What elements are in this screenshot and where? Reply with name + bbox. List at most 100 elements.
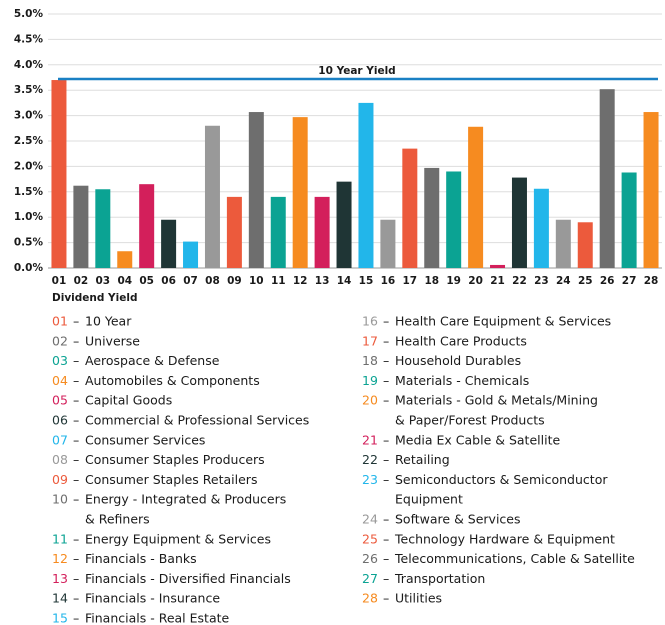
legend-separator: – [383, 432, 389, 447]
legend-separator: – [73, 492, 79, 507]
legend-code: 19 [362, 373, 378, 388]
x-tick-label: 24 [556, 275, 571, 287]
legend-code: 17 [362, 333, 378, 348]
bar [511, 177, 527, 268]
legend-code: 06 [52, 413, 68, 428]
legend-code: 27 [362, 571, 378, 586]
y-tick-label: 1.0% [14, 211, 44, 223]
legend-code: 05 [52, 393, 68, 408]
reference-line-label: 10 Year Yield [318, 65, 395, 77]
legend-code: 22 [362, 452, 378, 467]
bar [73, 185, 89, 268]
x-tick-label: 13 [315, 275, 330, 287]
x-tick-label: 08 [205, 275, 220, 287]
legend-code: 04 [52, 373, 68, 388]
legend-code: 13 [52, 571, 68, 586]
legend-label: Consumer Staples Retailers [85, 472, 257, 487]
bar [117, 251, 133, 268]
x-tick-label: 15 [359, 275, 374, 287]
bar [577, 222, 593, 268]
legend-separator: – [383, 393, 389, 408]
x-tick-label: 21 [490, 275, 505, 287]
x-tick-label: 10 [249, 275, 264, 287]
x-tick-label: 19 [446, 275, 461, 287]
legend-label: Technology Hardware & Equipment [394, 531, 615, 546]
legend-code: 15 [52, 611, 68, 625]
legend-separator: – [383, 551, 389, 566]
y-tick-label: 5.0% [14, 8, 44, 20]
y-tick-label: 3.5% [14, 84, 44, 96]
bar [95, 189, 111, 268]
bar [248, 112, 264, 268]
bar [270, 196, 286, 268]
legend-separator: – [73, 314, 79, 329]
legend-separator: – [383, 591, 389, 606]
legend-label: & Paper/Forest Products [395, 413, 545, 428]
legend-label: Consumer Services [85, 432, 205, 447]
x-tick-label: 12 [293, 275, 308, 287]
legend-code: 14 [52, 591, 68, 606]
legend-separator: – [383, 452, 389, 467]
legend-separator: – [383, 472, 389, 487]
bar [161, 219, 177, 268]
legend-separator: – [73, 472, 79, 487]
bar [139, 184, 155, 268]
legend-label: Transportation [394, 571, 485, 586]
legend-label: Capital Goods [85, 393, 172, 408]
y-tick-label: 3.0% [14, 110, 44, 122]
legend-code: 02 [52, 333, 68, 348]
x-tick-label: 03 [96, 275, 111, 287]
x-tick-label: 05 [139, 275, 154, 287]
legend-separator: – [73, 571, 79, 586]
bar [402, 148, 418, 268]
legend-label: Financials - Diversified Financials [85, 571, 291, 586]
bar [643, 112, 659, 268]
y-tick-label: 0.0% [14, 262, 44, 274]
legend-separator: – [73, 551, 79, 566]
y-tick-label: 2.5% [14, 135, 44, 147]
bar [380, 219, 396, 268]
legend-separator: – [73, 611, 79, 625]
legend-code: 03 [52, 353, 68, 368]
legend-label: Media Ex Cable & Satellite [395, 432, 560, 447]
bar [424, 167, 440, 268]
legend-label: Consumer Staples Producers [85, 452, 265, 467]
legend-separator: – [383, 333, 389, 348]
bar [226, 196, 242, 268]
x-tick-label: 04 [117, 275, 132, 287]
legend-separator: – [73, 413, 79, 428]
y-tick-label: 4.5% [14, 33, 44, 45]
legend-separator: – [73, 393, 79, 408]
bar [292, 117, 308, 269]
legend-label: Financials - Banks [85, 551, 197, 566]
bar [358, 102, 374, 269]
legend-code: 26 [362, 551, 378, 566]
legend-label: Materials - Gold & Metals/Mining [395, 393, 598, 408]
x-tick-label: 20 [468, 275, 483, 287]
legend-label: Health Care Equipment & Services [395, 314, 611, 329]
x-tick-label: 14 [337, 275, 352, 287]
bar [621, 172, 637, 268]
x-tick-label: 25 [578, 275, 593, 287]
legend-separator: – [73, 452, 79, 467]
bar [599, 89, 615, 269]
legend-label: 10 Year [85, 314, 132, 329]
legend-code: 11 [52, 531, 68, 546]
legend-code: 24 [362, 512, 378, 527]
x-tick-label: 09 [227, 275, 242, 287]
x-tick-label: 23 [534, 275, 549, 287]
x-tick-label: 27 [622, 275, 637, 287]
y-tick-label: 0.5% [14, 237, 44, 249]
x-tick-label: 18 [424, 275, 439, 287]
legend-label: & Refiners [85, 512, 150, 527]
bar [446, 171, 462, 268]
legend-label: Materials - Chemicals [395, 373, 529, 388]
legend-code: 16 [362, 314, 378, 329]
x-tick-label: 22 [512, 275, 527, 287]
legend-label: Semiconductors & Semiconductor [395, 472, 608, 487]
x-tick-label: 16 [381, 275, 396, 287]
legend-code: 21 [362, 432, 378, 447]
bar [468, 126, 484, 268]
bar [490, 264, 506, 268]
